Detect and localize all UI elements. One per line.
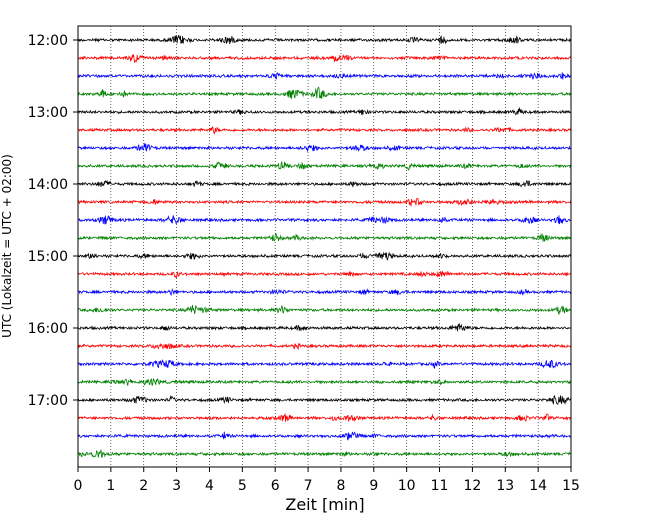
seismic-traces (77, 34, 572, 458)
trace-row (77, 197, 572, 207)
x-tick-label: 5 (238, 478, 247, 494)
x-tick-label: 7 (304, 478, 313, 494)
trace-row (77, 233, 572, 242)
trace-row (77, 34, 572, 45)
trace-row (77, 323, 572, 332)
trace-row (77, 143, 572, 153)
x-tick-label: 10 (398, 478, 416, 494)
x-tick-label: 2 (139, 478, 148, 494)
trace-row (77, 342, 572, 351)
trace-row (77, 431, 572, 441)
x-tick-label: 9 (369, 478, 378, 494)
y-axis-label: UTC (Lokalzeit = UTC + 02:00) (0, 154, 14, 338)
trace-row (77, 106, 572, 116)
trace-row (77, 215, 572, 225)
x-tick-label: 6 (271, 478, 280, 494)
y-tick-label: 16:00 (28, 321, 68, 337)
x-axis-label: Zeit [min] (285, 495, 364, 514)
x-gridlines (110, 26, 539, 467)
x-tick-label: 1 (106, 478, 115, 494)
plot-frame (77, 25, 572, 468)
x-tick-label: 3 (172, 478, 181, 494)
trace-row (77, 304, 572, 316)
trace-row (78, 359, 572, 369)
trace-row (77, 160, 572, 171)
x-tick-label: 13 (496, 478, 514, 494)
trace-row (77, 413, 572, 423)
trace-row (77, 126, 572, 135)
trace-row (77, 86, 572, 99)
x-tick-label: 14 (529, 478, 547, 494)
y-tick-label: 13:00 (28, 105, 68, 121)
x-tick-label: 15 (562, 478, 580, 494)
trace-row (77, 449, 572, 458)
trace-row (77, 394, 572, 406)
trace-row (77, 251, 572, 261)
y-tick-label: 15:00 (28, 249, 68, 265)
trace-row (77, 54, 572, 64)
y-tick-label: 14:00 (28, 177, 68, 193)
x-tick-label: 4 (205, 478, 214, 494)
trace-row (77, 287, 572, 296)
trace-row (77, 72, 572, 80)
y-axis-ticks: 12:00 13:00 14:00 15:00 16:00 17:00 (28, 33, 78, 409)
x-tick-label: 8 (336, 478, 345, 494)
x-axis-ticks: 0 1 2 3 4 5 6 7 8 9 10 11 12 13 14 15 (74, 467, 580, 494)
trace-row (77, 270, 572, 279)
y-tick-label: 17:00 (28, 393, 68, 409)
trace-row (77, 378, 572, 387)
x-tick-label: 11 (431, 478, 449, 494)
y-tick-label: 12:00 (28, 33, 68, 49)
x-tick-label: 12 (463, 478, 481, 494)
x-tick-label: 0 (74, 478, 83, 494)
trace-row (77, 179, 572, 188)
